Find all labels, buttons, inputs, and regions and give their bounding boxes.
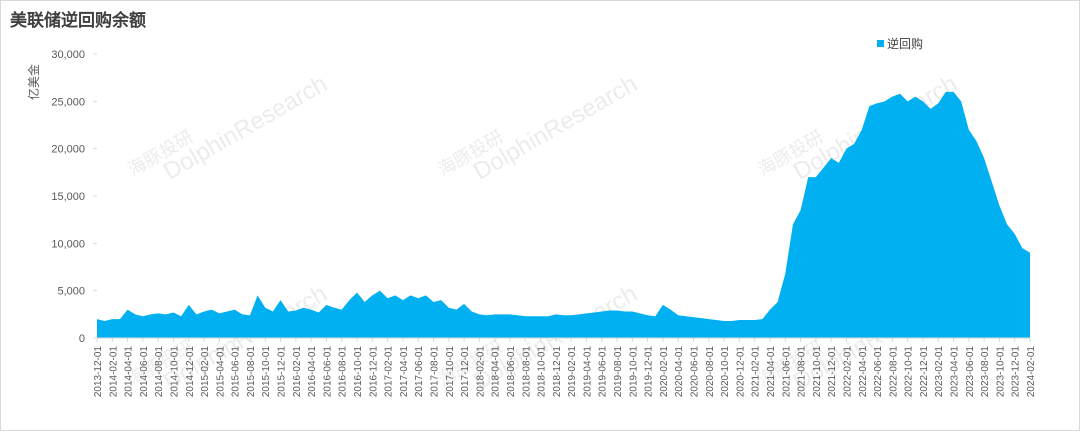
x-tick-label: 2014-06-01 (139, 346, 150, 398)
x-tick-label: 2017-04-01 (399, 346, 410, 398)
y-tick-label: 5,000 (57, 286, 85, 298)
x-tick-label: 2020-12-01 (735, 346, 746, 398)
x-tick-label: 2022-12-01 (919, 346, 930, 398)
x-tick-label: 2022-02-01 (842, 346, 853, 398)
x-tick-label: 2020-06-01 (690, 346, 701, 398)
x-tick-label: 2014-12-01 (185, 346, 196, 398)
x-tick-label: 2016-12-01 (368, 346, 379, 398)
y-tick-label: 25,000 (51, 96, 85, 108)
x-tick-label: 2019-10-01 (628, 346, 639, 398)
y-tick-label: 0 (79, 333, 85, 345)
y-tick-label: 20,000 (51, 144, 85, 156)
x-tick-label: 2019-06-01 (598, 346, 609, 398)
x-tick-label: 2021-10-01 (812, 346, 823, 398)
y-tick-label: 10,000 (51, 238, 85, 250)
x-tick-label: 2014-02-01 (108, 346, 119, 398)
x-tick-label: 2021-04-01 (766, 346, 777, 398)
x-tick-label: 2018-02-01 (475, 346, 486, 398)
x-tick-label: 2023-12-01 (1011, 346, 1022, 398)
legend-label: 逆回购 (887, 36, 923, 51)
x-tick-label: 2021-08-01 (797, 346, 808, 398)
x-tick-label: 2022-10-01 (904, 346, 915, 398)
x-tick-label: 2020-10-01 (720, 346, 731, 398)
x-tick-label: 2018-04-01 (491, 346, 502, 398)
x-tick-label: 2016-10-01 (353, 346, 364, 398)
x-tick-label: 2015-08-01 (246, 346, 257, 398)
legend-swatch (877, 40, 884, 47)
x-tick-label: 2017-02-01 (384, 346, 395, 398)
x-tick-label: 2014-10-01 (169, 346, 180, 398)
x-tick-label: 2022-06-01 (873, 346, 884, 398)
x-tick-label: 2021-06-01 (781, 346, 792, 398)
x-tick-label: 2016-08-01 (338, 346, 349, 398)
x-tick-label: 2024-02-01 (1026, 346, 1037, 398)
x-tick-label: 2023-02-01 (934, 346, 945, 398)
x-tick-label: 2023-08-01 (980, 346, 991, 398)
x-tick-label: 2019-12-01 (644, 346, 655, 398)
x-tick-label: 2016-04-01 (307, 346, 318, 398)
x-tick-label: 2021-02-01 (751, 346, 762, 398)
x-tick-label: 2016-02-01 (292, 346, 303, 398)
y-tick-label: 30,000 (51, 49, 85, 61)
area (97, 91, 1030, 338)
x-tick-label: 2017-12-01 (460, 346, 471, 398)
x-tick-label: 2020-04-01 (674, 346, 685, 398)
x-tick-label: 2020-08-01 (705, 346, 716, 398)
x-tick-label: 2016-06-01 (322, 346, 333, 398)
x-tick-label: 2018-12-01 (552, 346, 563, 398)
x-tick-label: 2017-06-01 (414, 346, 425, 398)
x-tick-label: 2013-12-01 (93, 346, 104, 398)
x-tick-label: 2017-08-01 (429, 346, 440, 398)
y-axis-label: 亿美金 (26, 64, 41, 100)
x-tick-label: 2018-10-01 (537, 346, 548, 398)
x-tick-label: 2022-04-01 (858, 346, 869, 398)
x-tick-label: 2023-10-01 (995, 346, 1006, 398)
x-tick-label: 2020-02-01 (659, 346, 670, 398)
x-tick-label: 2018-06-01 (506, 346, 517, 398)
x-tick-label: 2018-08-01 (521, 346, 532, 398)
x-tick-label: 2015-10-01 (261, 346, 272, 398)
x-tick-label: 2019-08-01 (613, 346, 624, 398)
x-tick-label: 2019-02-01 (567, 346, 578, 398)
x-tick-label: 2014-04-01 (124, 346, 135, 398)
x-tick-label: 2021-12-01 (827, 346, 838, 398)
y-tick-label: 15,000 (51, 191, 85, 203)
x-tick-label: 2023-06-01 (965, 346, 976, 398)
chart-title: 美联储逆回购余额 (10, 10, 146, 30)
x-tick-label: 2023-04-01 (950, 346, 961, 398)
x-tick-label: 2014-08-01 (154, 346, 165, 398)
x-tick-label: 2019-04-01 (582, 346, 593, 398)
x-tick-label: 2015-06-01 (231, 346, 242, 398)
x-tick-label: 2015-04-01 (215, 346, 226, 398)
x-tick-label: 2015-02-01 (200, 346, 211, 398)
x-tick-label: 2017-10-01 (445, 346, 456, 398)
x-tick-label: 2015-12-01 (277, 346, 288, 398)
x-tick-label: 2022-08-01 (888, 346, 899, 398)
